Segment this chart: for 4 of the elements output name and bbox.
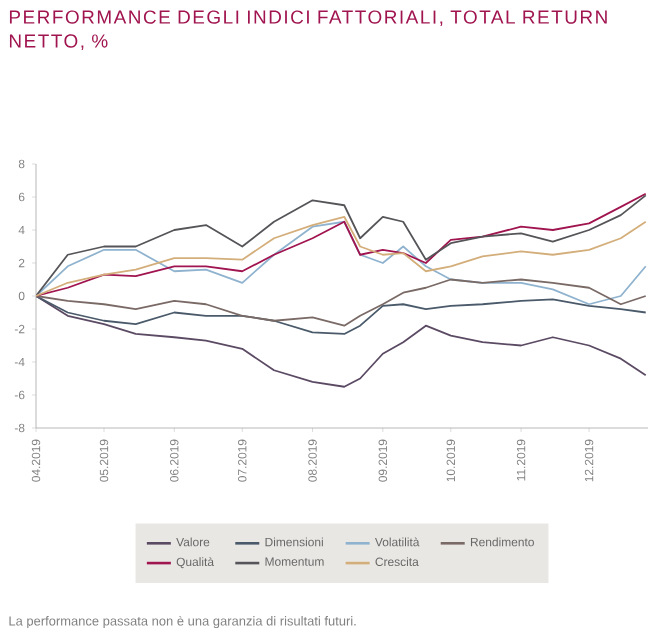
line-series (36, 295, 647, 335)
line-series (36, 278, 647, 327)
chart-title: PERFORMANCE DEGLI INDICI FATTORIALI, TOTAL RETURN NETTO, % (9, 10, 607, 50)
line-series (36, 295, 647, 388)
